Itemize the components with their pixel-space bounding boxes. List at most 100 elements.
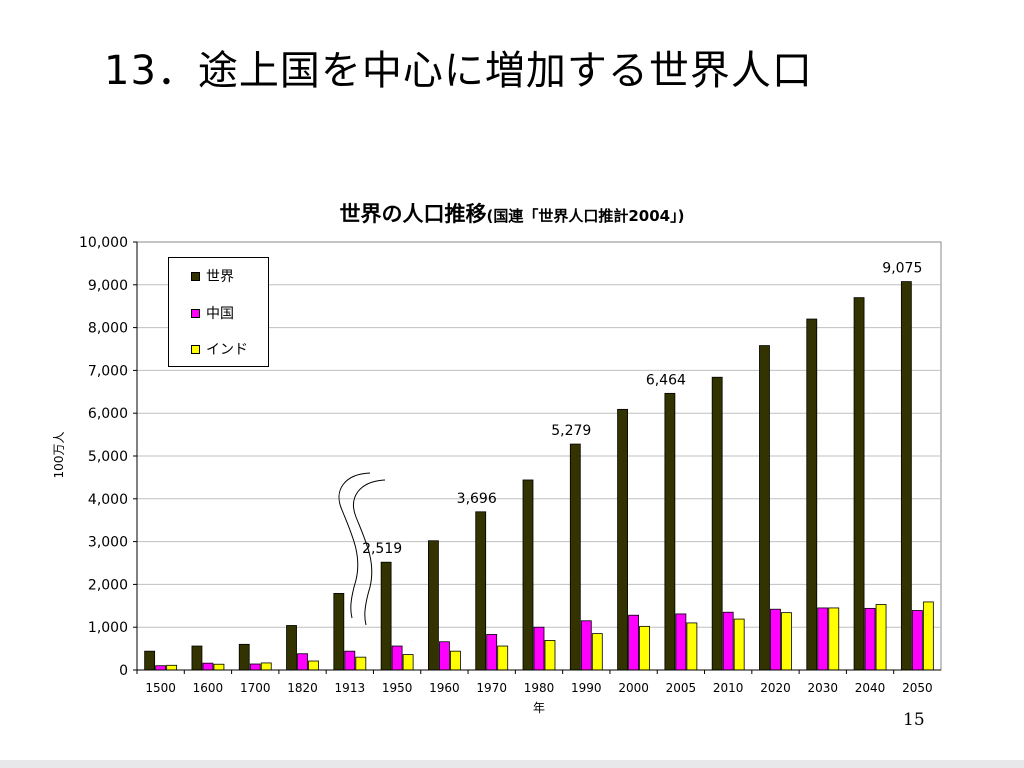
bar-world-1913 — [333, 592, 345, 671]
bar-india-1820 — [308, 660, 319, 671]
bar-world-1820 — [286, 625, 297, 671]
y-tick-label: 8,000 — [88, 321, 128, 337]
bar-china-2005 — [675, 613, 687, 671]
x-tick-label: 1913 — [335, 681, 366, 695]
bar-china-1700 — [249, 663, 261, 671]
x-tick-label: 2005 — [666, 681, 697, 695]
bar-india-1950 — [402, 654, 414, 671]
bar-world-1960 — [428, 540, 439, 671]
bar-world-2050 — [900, 281, 912, 671]
bar-china-2040 — [864, 607, 876, 671]
bar-world-1950 — [380, 561, 392, 671]
x-tick-label: 2040 — [855, 681, 886, 695]
data-label: 5,279 — [551, 423, 591, 439]
slide-title: 13．途上国を中心に増加する世界人口 — [104, 48, 813, 94]
bar-world-2030 — [806, 318, 818, 671]
axis-break-line-right — [353, 479, 386, 626]
bar-world-2010 — [711, 376, 723, 671]
bar-world-1700 — [238, 643, 250, 671]
legend-label-world: 世界 — [206, 269, 234, 285]
y-tick-label: 3,000 — [88, 535, 128, 551]
chart-title: 世界の人口推移 — [339, 202, 487, 226]
bar-china-1980 — [533, 626, 545, 671]
page-number: 15 — [903, 710, 925, 730]
bar-china-2050 — [911, 610, 923, 671]
x-tick-label: 2000 — [618, 681, 649, 695]
legend-swatch-india — [191, 344, 200, 354]
bar-china-2020 — [770, 608, 781, 671]
x-tick-label: 1970 — [476, 681, 507, 695]
bars — [144, 281, 934, 671]
bar-india-2050 — [922, 601, 934, 671]
bar-world-1990 — [569, 443, 581, 671]
chart-title-block: 世界の人口推移(国連「世界人口推計2004」) — [0, 198, 1024, 228]
bar-india-1500 — [166, 664, 178, 671]
x-tick-label: 1820 — [287, 681, 318, 695]
bar-china-1960 — [439, 641, 450, 671]
y-tick-label: 5,000 — [88, 449, 128, 465]
y-tick-label: 1,000 — [88, 620, 128, 636]
bar-world-2020 — [759, 345, 770, 671]
legend-item-india: インド — [191, 339, 248, 359]
bar-india-1913 — [355, 656, 367, 671]
chart-legend: 世界 中国 インド — [168, 257, 269, 367]
bar-india-2020 — [781, 612, 792, 671]
bar-india-2005 — [686, 622, 698, 671]
y-tick-label: 7,000 — [88, 363, 128, 379]
x-tick-label: 1990 — [571, 681, 602, 695]
x-tick-label: 2020 — [760, 681, 791, 695]
x-tick-label: 1600 — [193, 681, 224, 695]
bar-world-2040 — [853, 297, 865, 671]
bar-china-2030 — [817, 607, 829, 671]
bar-india-1990 — [591, 633, 603, 671]
bar-india-1700 — [260, 662, 272, 671]
y-tick-label: 2,000 — [88, 577, 128, 593]
y-axis-label: 100万人 — [52, 432, 66, 479]
data-label: 2,519 — [362, 541, 402, 557]
x-tick-label: 1700 — [240, 681, 271, 695]
legend-label-china: 中国 — [206, 306, 234, 322]
bar-world-1970 — [475, 511, 487, 671]
x-tick-label: 2010 — [713, 681, 744, 695]
bar-india-1960 — [450, 650, 461, 671]
bar-china-1913 — [344, 650, 356, 671]
data-label: 9,075 — [882, 261, 922, 277]
legend-label-india: インド — [206, 342, 248, 358]
labels: 0 1,000 2,000 3,000 4,000 5,000 6,000 7,000 8,00… — [79, 235, 933, 695]
legend-swatch-world — [191, 271, 200, 281]
bar-china-1970 — [486, 634, 498, 671]
bar-india-2010 — [733, 618, 745, 671]
bar-china-1500 — [155, 665, 167, 671]
x-tick-label: 1980 — [524, 681, 555, 695]
x-tick-label: 1960 — [429, 681, 460, 695]
bar-india-1980 — [544, 640, 556, 671]
bar-china-1820 — [297, 653, 308, 671]
y-tick-label: 0 — [119, 663, 128, 679]
y-tick-label: 10,000 — [79, 235, 128, 251]
axes — [133, 241, 941, 674]
bar-india-1970 — [497, 645, 509, 671]
x-tick-label: 1950 — [382, 681, 413, 695]
bar-india-2000 — [639, 625, 650, 671]
bar-china-1600 — [202, 662, 214, 671]
bar-china-1950 — [391, 645, 403, 671]
bar-world-1600 — [191, 645, 203, 671]
data-label: 3,696 — [457, 491, 497, 507]
bar-world-2000 — [617, 408, 628, 671]
bar-india-1600 — [213, 663, 225, 671]
axis-break-mark — [338, 472, 386, 626]
bar-india-2030 — [828, 607, 840, 671]
bar-world-2005 — [664, 392, 676, 671]
x-axis-label: 年 — [533, 701, 545, 715]
x-tick-label: 2030 — [807, 681, 838, 695]
bar-world-1980 — [522, 479, 534, 671]
y-tick-label: 6,000 — [88, 406, 128, 422]
x-tick-label: 1500 — [145, 681, 176, 695]
axis-break-line-left — [338, 472, 371, 619]
x-tick-label: 2050 — [902, 681, 933, 695]
data-label: 6,464 — [646, 372, 686, 388]
y-tick-label: 4,000 — [88, 492, 128, 508]
bar-china-2000 — [628, 614, 639, 671]
chart-source: (国連「世界人口推計2004」) — [486, 207, 685, 225]
